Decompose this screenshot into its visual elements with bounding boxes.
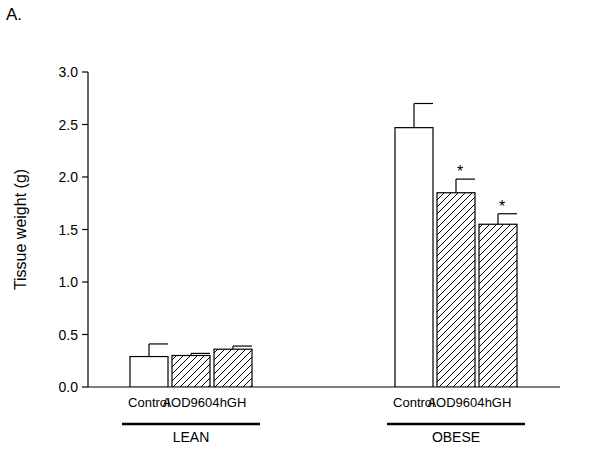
y-tick-label: 2.5 — [59, 117, 79, 133]
y-tick-label: 1.0 — [59, 274, 79, 290]
y-tick — [82, 386, 88, 387]
y-tick — [82, 334, 88, 335]
error-bar — [414, 104, 433, 128]
error-bar — [233, 346, 252, 349]
group-bracket — [122, 423, 260, 426]
bar — [395, 128, 433, 387]
y-tick-label: 3.0 — [59, 64, 79, 80]
bar — [172, 356, 210, 388]
group-bracket — [387, 423, 525, 426]
bar — [214, 349, 252, 387]
y-tick — [82, 71, 88, 72]
y-tick-label: 2.0 — [59, 169, 79, 185]
significance-marker: * — [499, 198, 505, 215]
y-tick-label: 0.0 — [59, 379, 79, 395]
x-tick-label: AOD9604 — [162, 395, 219, 410]
y-tick — [82, 281, 88, 282]
bar — [130, 357, 168, 387]
x-tick-label: hGH — [485, 395, 512, 410]
bar — [437, 193, 475, 387]
group-label: OBESE — [432, 429, 480, 445]
y-axis-label: Tissue weight (g) — [12, 169, 29, 290]
y-tick — [82, 229, 88, 230]
y-tick — [82, 124, 88, 125]
y-tick — [82, 176, 88, 177]
y-tick-label: 0.5 — [59, 327, 79, 343]
x-tick-label: AOD9604 — [427, 395, 484, 410]
title: A. — [6, 5, 22, 24]
x-tick-label: hGH — [220, 395, 247, 410]
error-bar — [498, 214, 517, 225]
significance-marker: * — [457, 163, 463, 180]
error-bar — [149, 344, 168, 357]
bars — [130, 104, 517, 388]
bar — [479, 224, 517, 387]
chart: A. Tissue weight (g) 0.0 0.5 1.0 1.5 2.0 2.5 3.0… — [0, 0, 600, 459]
group-label: LEAN — [173, 429, 210, 445]
error-bar — [191, 353, 210, 355]
error-bar — [456, 179, 475, 193]
y-tick-label: 1.5 — [59, 222, 79, 238]
